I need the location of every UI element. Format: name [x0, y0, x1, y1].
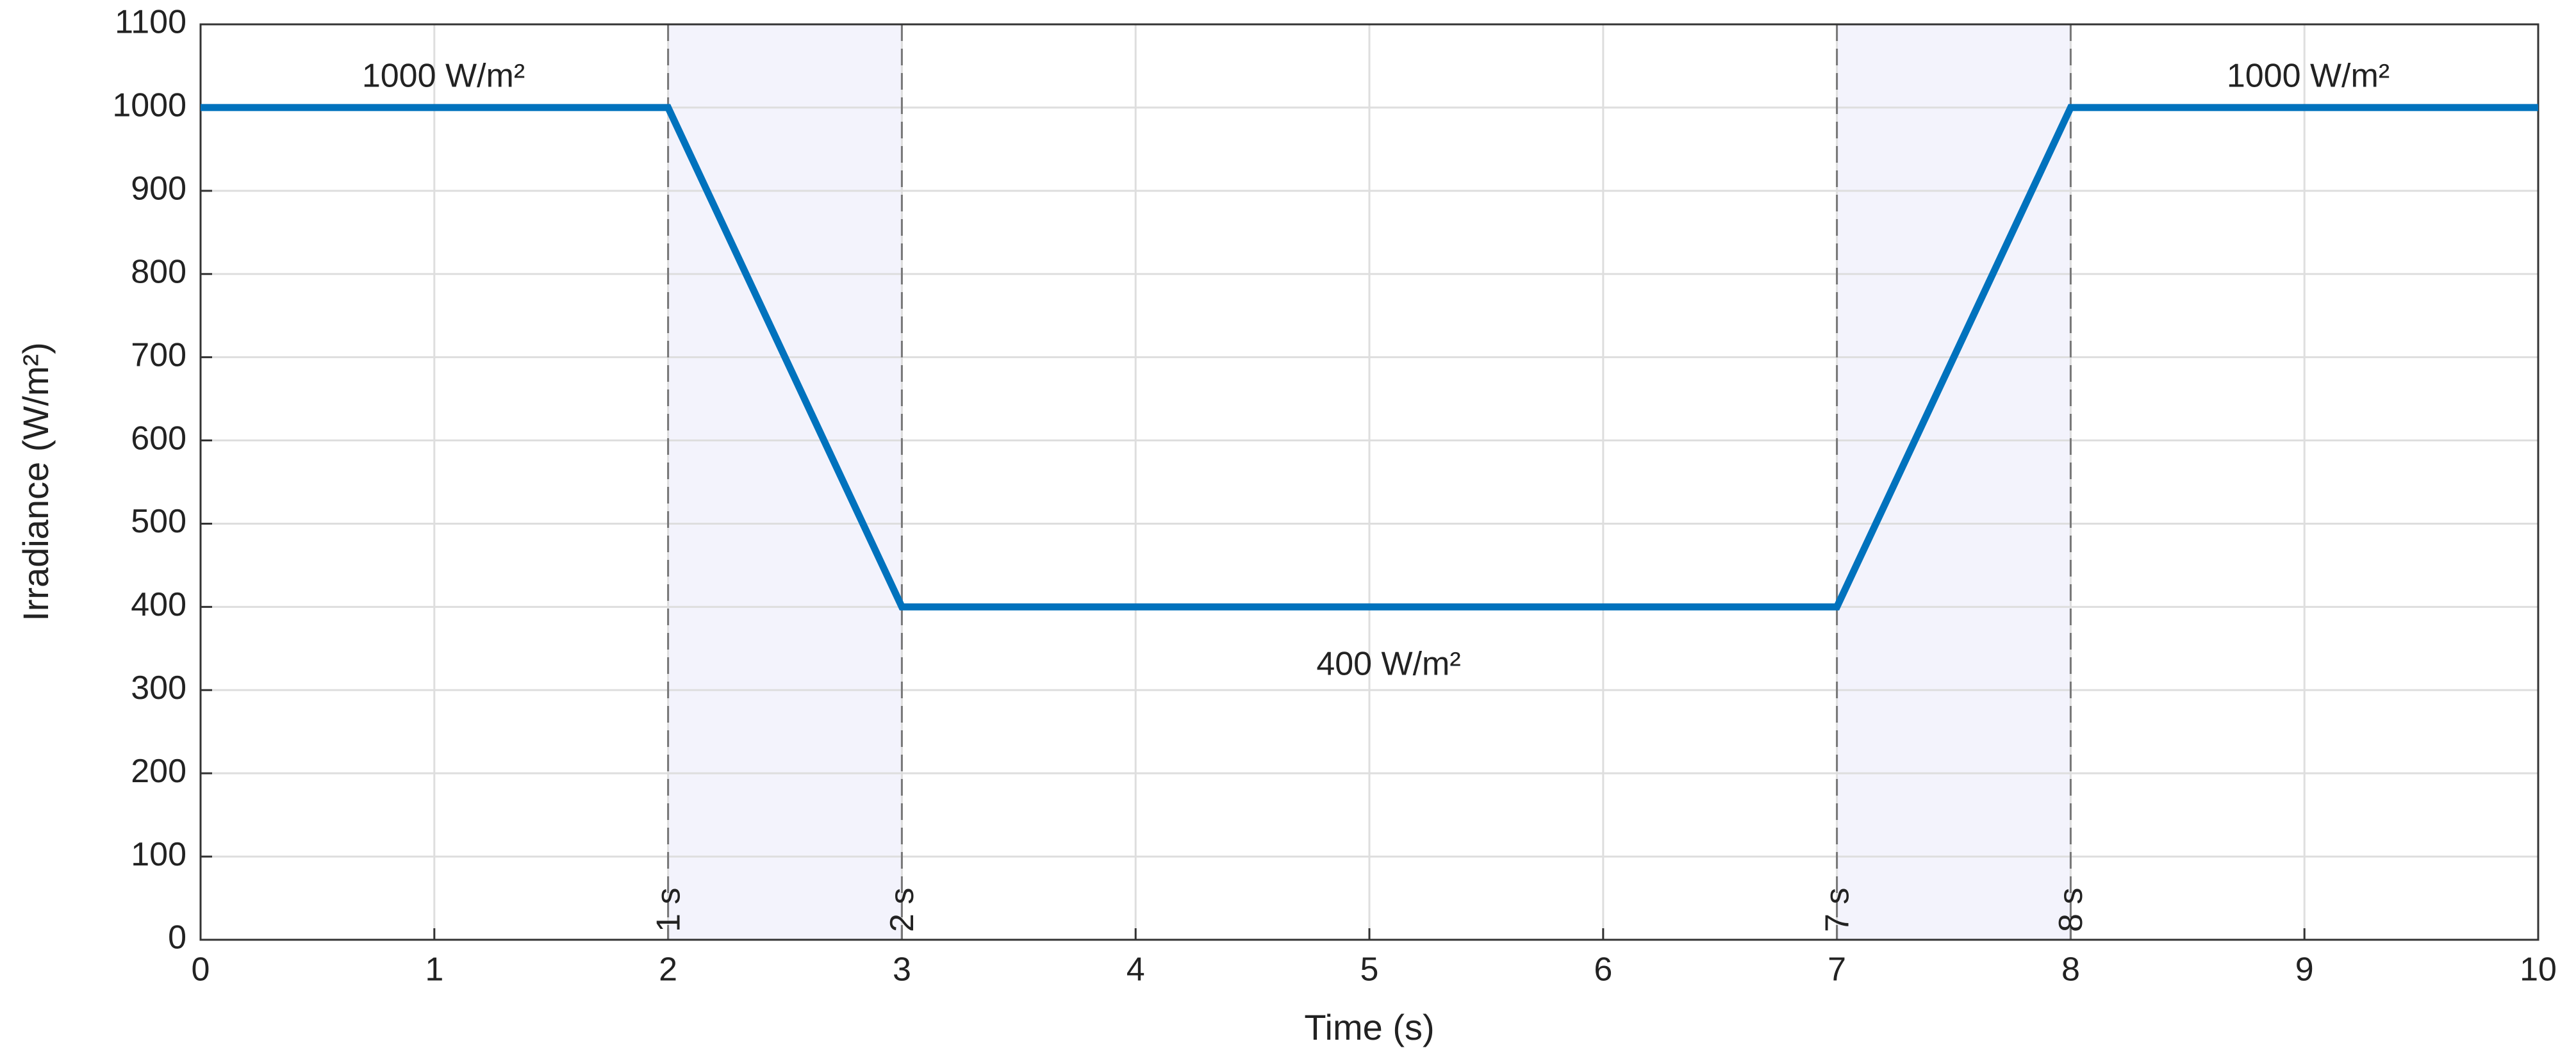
y-tick-label: 100 [131, 836, 186, 873]
y-tick-label: 800 [131, 253, 186, 290]
x-tick-label: 4 [1127, 951, 1145, 988]
annotation: 1000 W/m² [362, 58, 525, 95]
x-tick-label: 10 [2520, 951, 2557, 988]
data-line [201, 104, 2538, 610]
y-tick-label: 600 [131, 420, 186, 457]
x-axis-label: Time (s) [1304, 1007, 1434, 1047]
x-tick-label: 5 [1360, 951, 1379, 988]
marker-label: 2 s [884, 888, 921, 932]
marker-label: 8 s [2052, 888, 2090, 932]
y-tick-label: 900 [131, 170, 186, 208]
x-tick-label: 3 [893, 951, 911, 988]
shaded-span [1837, 24, 2071, 940]
x-tick-label: 6 [1594, 951, 1612, 988]
annotation: 1000 W/m² [2227, 58, 2390, 95]
x-tick-label: 8 [2061, 951, 2080, 988]
annotation: 400 W/m² [1316, 646, 1460, 683]
y-tick-label: 500 [131, 503, 186, 540]
plot-underlay [199, 23, 2539, 941]
marker-label: 1 s [650, 888, 687, 932]
y-tick-label: 1000 [112, 87, 186, 124]
y-tick-label: 1100 [115, 4, 186, 41]
x-tick-label: 9 [2295, 951, 2314, 988]
shaded-span [668, 24, 902, 940]
y-tick-label: 300 [131, 669, 186, 707]
marker-label: 7 s [1819, 888, 1856, 932]
y-tick-label: 0 [168, 919, 186, 956]
y-axis-label: Irradiance (W/m²) [15, 342, 56, 621]
x-tick-label: 1 [425, 951, 443, 988]
y-tick-label: 400 [131, 586, 186, 623]
x-tick-label: 2 [659, 951, 677, 988]
plot-frame [199, 23, 2539, 941]
y-tick-label: 700 [131, 336, 186, 373]
y-tick-label: 200 [131, 753, 186, 790]
x-tick-label: 0 [192, 951, 210, 988]
x-tick-label: 7 [1828, 951, 1846, 988]
